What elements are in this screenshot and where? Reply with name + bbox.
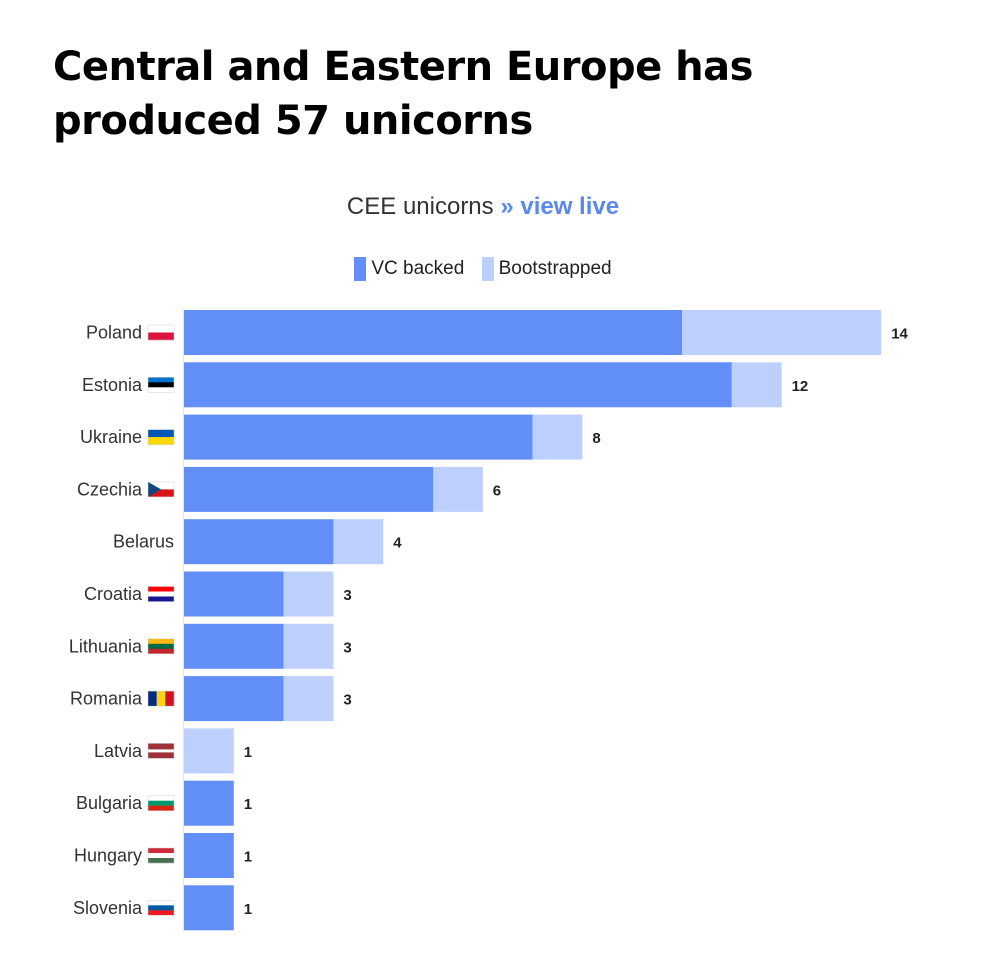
headline: Central and Eastern Europe has produced … [53,44,753,144]
chart-subtitle: CEE unicorns » view live [0,193,966,221]
bar-ukraine-bootstrapped [532,414,583,460]
value-label-bulgaria: 1 [244,796,252,813]
chart-legend: VC backed Bootstrapped [0,257,966,287]
category-label-lithuania: Lithuania [69,636,143,656]
value-label-czechia: 6 [493,482,501,499]
legend-swatch-bootstrapped [481,257,494,281]
bar-czechia-bootstrapped [433,466,483,512]
legend-label-bootstrapped: Bootstrapped [498,258,612,279]
category-label-slovenia: Slovenia [73,898,143,918]
bar-lithuania-bootstrapped [283,623,334,669]
category-label-hungary: Hungary [74,846,142,866]
category-label-croatia: Croatia [84,584,143,604]
value-label-croatia: 3 [343,587,351,604]
flag-estonia-icon [147,377,175,393]
bar-croatia-vc-backed [184,571,284,617]
bar-belarus-vc-backed [184,519,334,565]
value-label-latvia: 1 [244,744,252,761]
chart-subtitle-text: CEE unicorns [346,193,494,220]
flag-slovenia-icon [147,900,175,916]
flag-croatia-icon [147,586,175,602]
flag-poland-icon [147,324,175,341]
bar-estonia-vc-backed [184,362,732,408]
value-label-belarus: 4 [393,535,402,552]
bar-ukraine-vc-backed [184,414,533,460]
category-label-romania: Romania [70,689,143,709]
bar-poland-bootstrapped [682,310,882,355]
category-label-czechia: Czechia [77,479,143,499]
legend-item-vc-backed[interactable]: VC backed [354,257,464,281]
flag-hungary-icon [147,847,175,864]
bar-czechia-vc-backed [184,466,433,512]
legend-swatch-vc-backed [354,257,367,281]
flag-ukraine-icon [147,429,175,445]
bar-croatia-bootstrapped [283,571,334,617]
bar-estonia-bootstrapped [731,362,782,408]
flag-latvia-icon [147,743,175,759]
value-label-slovenia: 1 [244,901,252,918]
bar-lithuania-vc-backed [184,623,284,669]
bar-slovenia-vc-backed [184,885,234,931]
value-label-hungary: 1 [244,849,252,866]
legend-item-bootstrapped[interactable]: Bootstrapped [481,257,612,281]
value-label-romania: 3 [343,692,351,709]
category-label-estonia: Estonia [82,375,143,395]
bar-romania-bootstrapped [283,676,334,722]
category-label-poland: Poland [86,323,142,343]
category-label-ukraine: Ukraine [80,427,142,447]
flag-bulgaria-icon [147,795,175,811]
bar-poland-vc-backed [184,310,682,355]
flag-czechia-icon [147,481,175,498]
category-label-latvia: Latvia [94,741,143,761]
value-label-ukraine: 8 [592,430,600,447]
flag-romania-icon [147,690,175,707]
bar-belarus-bootstrapped [333,519,384,565]
category-label-belarus: Belarus [113,532,174,552]
value-label-estonia: 12 [792,378,809,395]
bar-latvia-bootstrapped [184,728,234,774]
flag-lithuania-icon [147,638,175,655]
legend-label-vc-backed: VC backed [371,258,465,279]
value-label-lithuania: 3 [343,639,351,656]
bar-hungary-vc-backed [184,833,234,878]
bar-bulgaria-vc-backed [184,780,234,826]
value-label-poland: 14 [891,326,908,343]
bar-romania-vc-backed [184,676,284,722]
view-live-link[interactable]: » view live [500,193,620,220]
category-label-bulgaria: Bulgaria [76,793,143,813]
